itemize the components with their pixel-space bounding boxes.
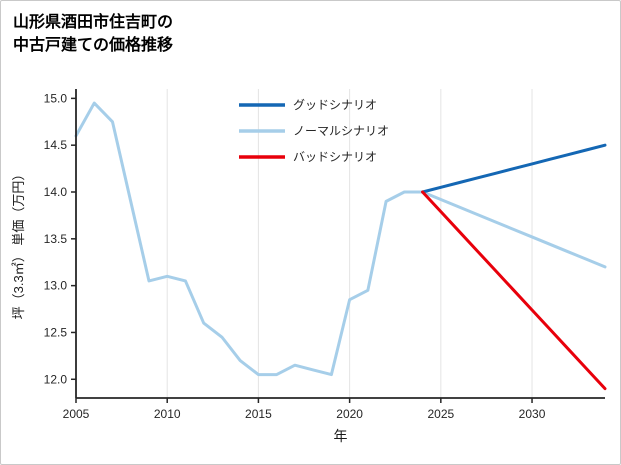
x-tick-label: 2025 [427,407,454,421]
axes: 2005 2010 2015 2020 2025 2030 12.0 12.5 13.0 13.5… [11,89,605,444]
x-axis-label: 年 [334,428,348,444]
y-tick-label: 13.0 [44,279,68,293]
y-tick-label: 12.5 [44,325,68,339]
y-axis-label: 坪（3.3㎡） 単価（万円） [11,168,26,320]
legend-label-normal-scenario: ノーマルシナリオ [293,124,389,138]
y-tick-label: 14.5 [44,138,68,152]
chart-title-line1: 山形県酒田市住吉町の [13,14,174,31]
x-tick-label: 2030 [519,407,546,421]
y-tick-label: 13.5 [44,232,68,246]
legend-label-bad-scenario: バッドシナリオ [293,150,377,164]
chart-title-line2: 中古戸建ての価格推移 [13,37,174,55]
x-tick-label: 2020 [336,407,363,421]
y-tick-label: 15.0 [44,91,68,105]
y-tick-label: 14.0 [44,185,68,199]
chart-title: 山形県酒田市住吉町の 中古戸建ての価格推移 [13,11,173,57]
x-tick-label: 2010 [154,407,181,421]
line-good-scenario [421,143,607,194]
x-tick-label: 2005 [63,407,90,421]
x-tick-label: 2015 [245,407,272,421]
line-bad-scenario [421,190,607,391]
legend-label-good-scenario: グッドシナリオ [293,98,377,112]
line-normal-scenario [74,101,607,377]
series-lines [74,101,607,391]
y-tick-label: 12.0 [44,372,68,386]
